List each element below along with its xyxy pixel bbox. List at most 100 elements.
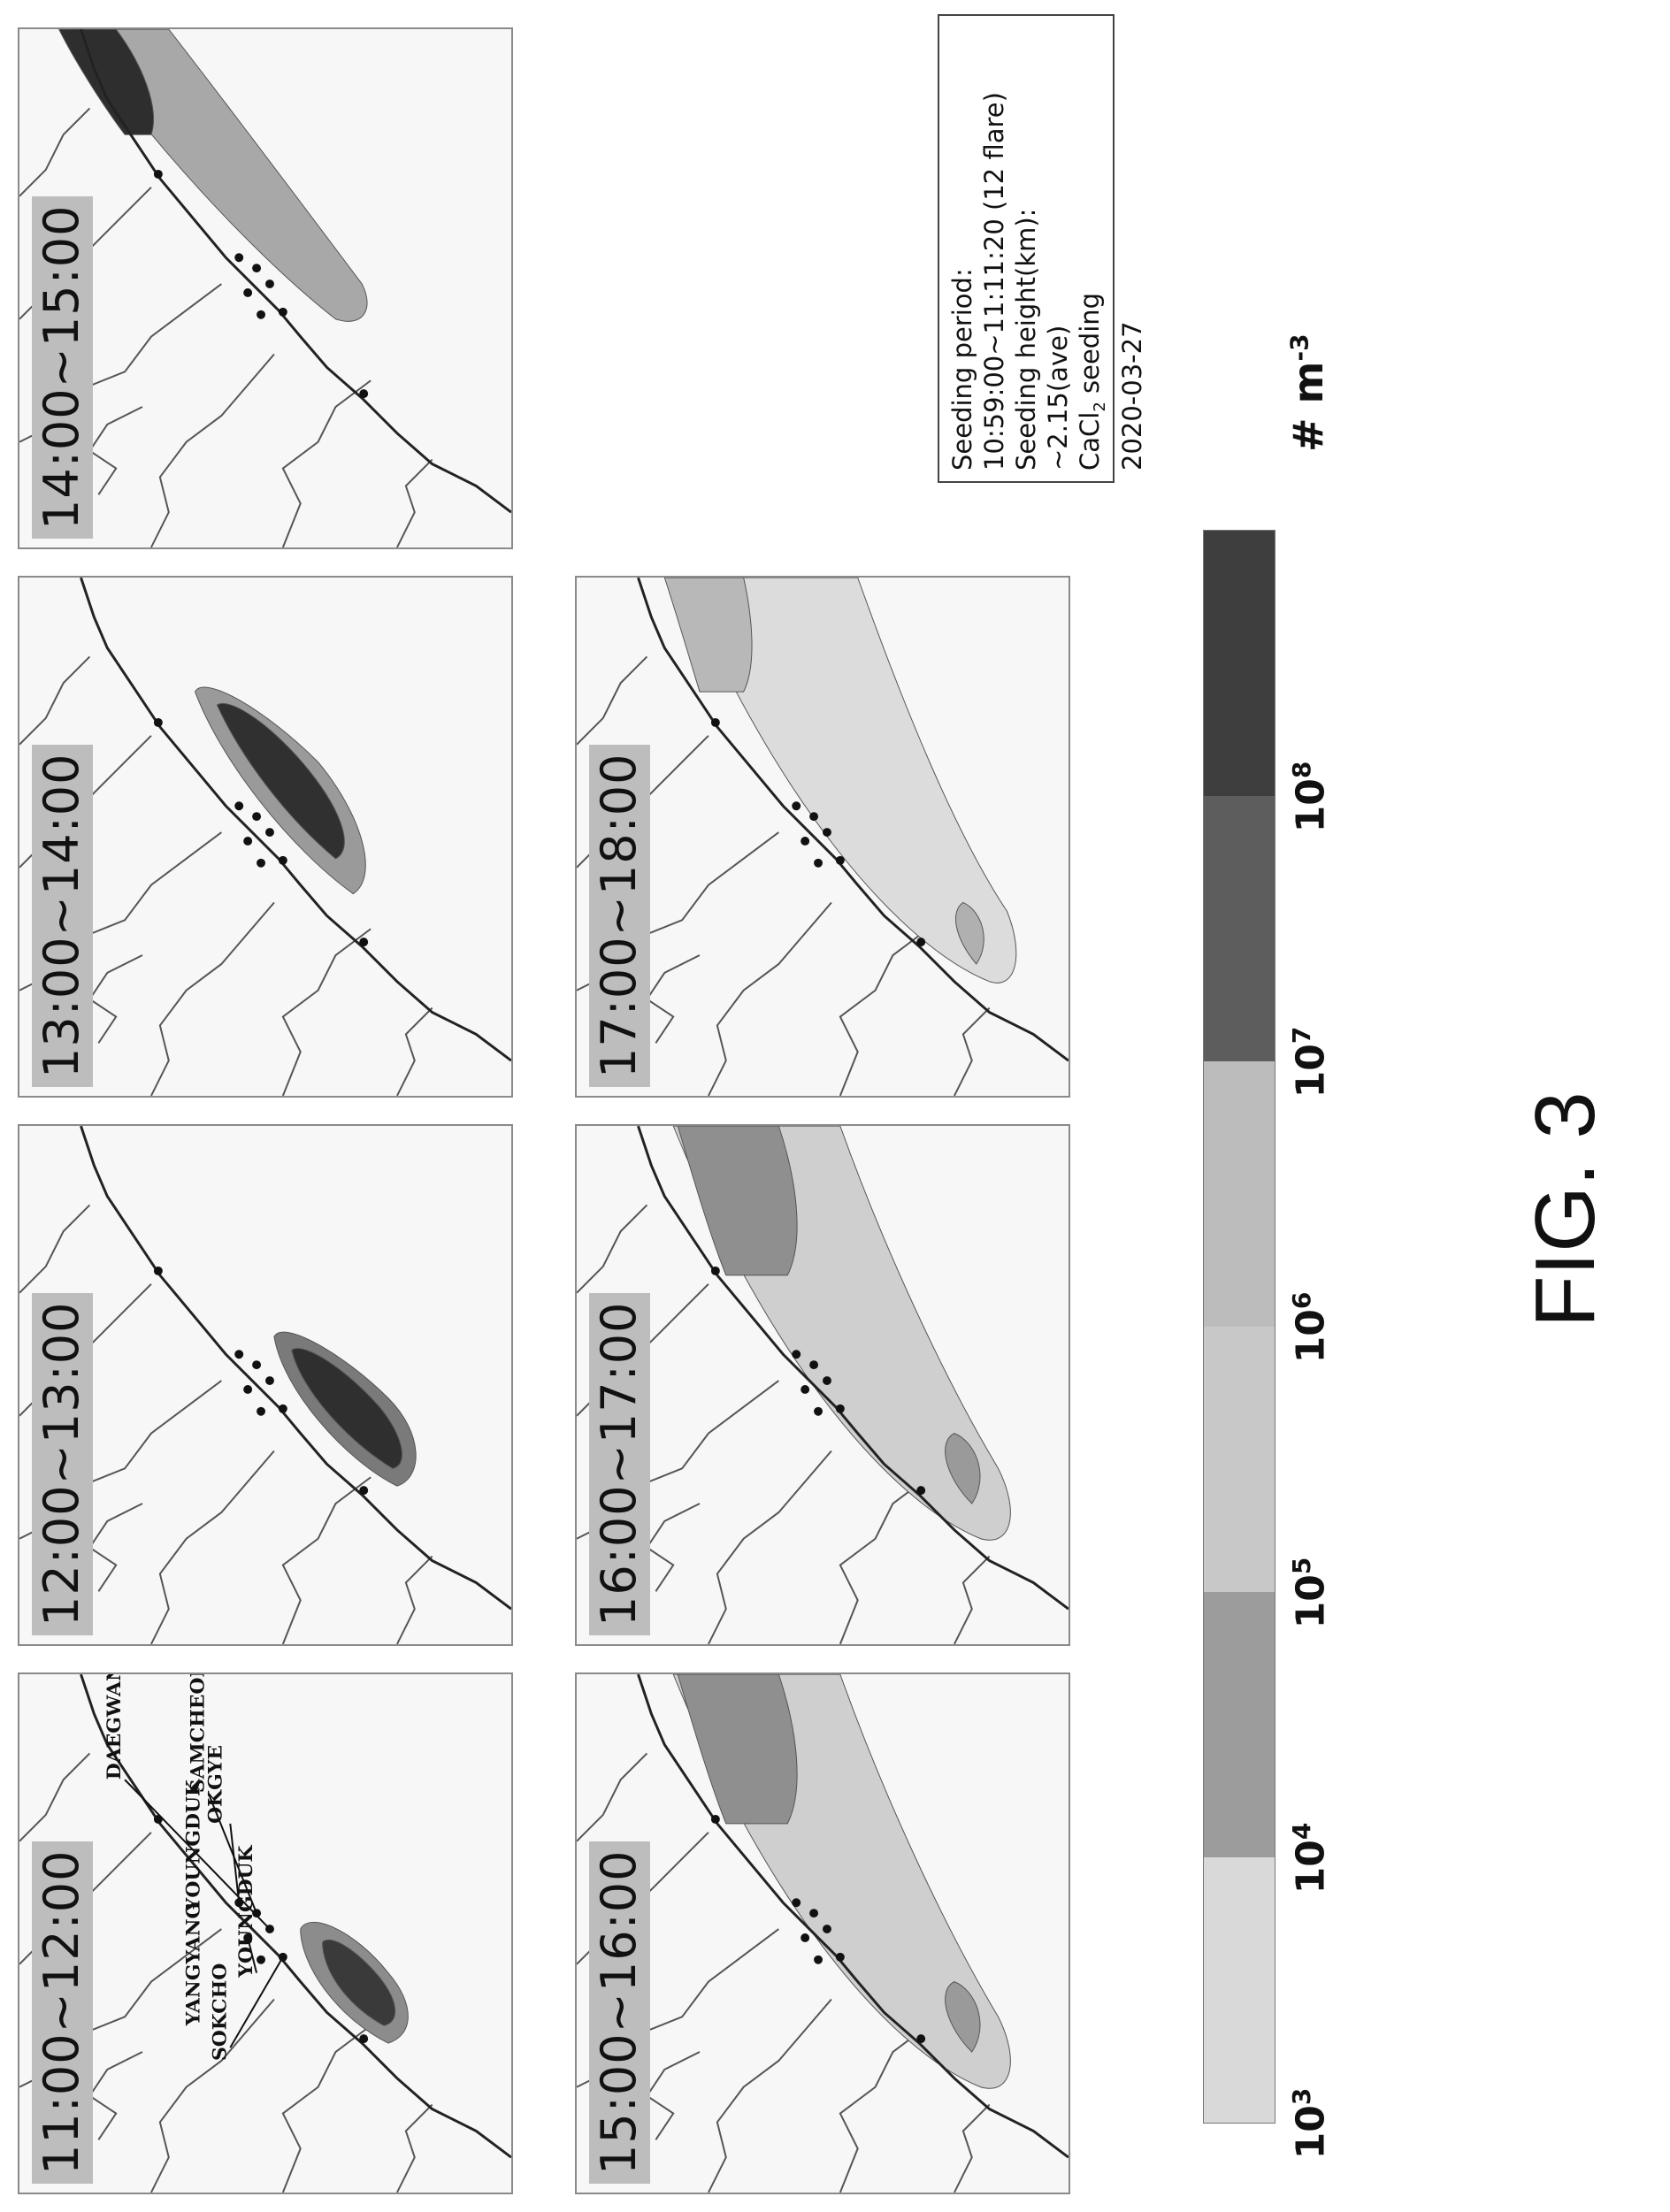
- plume-contour: [216, 703, 345, 860]
- map-svg: [577, 1674, 1069, 2193]
- panel-time-label: 17:00~18:00: [589, 744, 650, 1087]
- province-border: [396, 1555, 433, 1644]
- province-border: [150, 901, 275, 1096]
- province-border: [954, 1555, 991, 1644]
- chem-subscript: 2: [1090, 402, 1109, 412]
- site-label-okgye: OKGYE: [203, 1745, 226, 1824]
- site-dot: [801, 837, 810, 846]
- site-dot: [153, 717, 163, 727]
- label-leader: [247, 1937, 258, 1973]
- province-border: [954, 1006, 991, 1096]
- site-dot: [257, 1406, 265, 1416]
- site-dot: [278, 307, 287, 317]
- map-panel-1600-1700: 16:00~17:00: [575, 1124, 1070, 1646]
- province-border: [150, 1998, 275, 2193]
- label-leader: [124, 1779, 271, 1930]
- province-border: [708, 1998, 832, 2193]
- colorbar-tick: 106: [1287, 1291, 1334, 1364]
- site-dot: [234, 253, 244, 263]
- site-dot: [916, 938, 926, 947]
- site-dot: [801, 1385, 810, 1394]
- colorbar-segment: [1204, 1592, 1275, 1857]
- province-border: [839, 1476, 929, 1644]
- province-border: [839, 2024, 929, 2193]
- site-dot: [265, 1376, 274, 1385]
- site-dot: [809, 812, 819, 822]
- province-border: [954, 2103, 991, 2193]
- colorbar-tick: 108: [1287, 761, 1334, 833]
- chem-prefix: CaCl: [1075, 411, 1105, 471]
- map-layer: [577, 1126, 1069, 1644]
- colorbar-ticks: 103 104 105 106 107 108: [1287, 532, 1349, 2160]
- province-border: [19, 1204, 91, 1294]
- info-line: Seeding height(km):: [1011, 208, 1041, 471]
- info-line: 2020-03-27: [1116, 321, 1147, 471]
- province-border: [88, 1503, 143, 1592]
- site-dot: [278, 1404, 287, 1413]
- site-dot: [823, 1376, 831, 1385]
- site-dot: [278, 855, 287, 865]
- map-panel-1100-1200: SOKCHO YANGYANG YOUNGDUK YOUNGDUK OKGYE SAMCH…: [18, 1672, 513, 2194]
- site-label-youngduk: YOUNGDUK: [234, 1844, 257, 1978]
- site-dot: [265, 828, 274, 837]
- map-panel-1700-1800: 17:00~18:00: [575, 576, 1070, 1098]
- site-dot: [710, 1266, 720, 1275]
- province-border: [646, 954, 701, 1044]
- site-dot: [359, 1486, 369, 1496]
- panel-time-label: 14:00~15:00: [32, 195, 93, 539]
- site-dot: [252, 1360, 262, 1370]
- plume-contour: [955, 901, 984, 965]
- province-border: [839, 928, 929, 1096]
- plume-contour: [322, 1939, 396, 2026]
- site-dot: [814, 1406, 823, 1416]
- colorbar-segment: [1204, 1061, 1275, 1327]
- province-border: [19, 1752, 91, 1842]
- map-layer: [19, 1126, 511, 1644]
- site-dot: [916, 2034, 926, 2044]
- colorbar-tick: 107: [1287, 1026, 1334, 1098]
- site-dot: [792, 801, 801, 811]
- site-label-yangyang: YANGYANG: [182, 1902, 205, 2026]
- province-border: [396, 458, 433, 547]
- figure-caption: FIG. 3: [1518, 1091, 1613, 1328]
- province-border: [88, 2051, 143, 2140]
- panel-time-label: 15:00~16:00: [589, 1841, 650, 2184]
- province-border: [19, 107, 91, 197]
- map-layer: [577, 1674, 1069, 2193]
- site-dot: [814, 1955, 823, 1964]
- site-dot: [809, 1360, 819, 1370]
- map-panel-1400-1500: 14:00~15:00: [18, 27, 513, 549]
- colorbar-tick: 105: [1287, 1557, 1334, 1629]
- site-dot: [257, 858, 265, 868]
- province-border: [708, 1450, 832, 1644]
- site-dot: [823, 1925, 831, 1934]
- site-dot: [835, 855, 845, 865]
- label-leader: [229, 1956, 284, 2048]
- site-dot: [257, 1955, 265, 1964]
- coastline: [80, 1126, 511, 1611]
- info-line: ~2.15(ave): [1043, 325, 1073, 471]
- province-border: [281, 2024, 372, 2193]
- coastline: [637, 1674, 1069, 2159]
- site-dot: [792, 1350, 801, 1359]
- map-svg: [19, 578, 511, 1096]
- coastline: [637, 1126, 1069, 1611]
- coastline: [80, 29, 511, 514]
- panel-time-label: 12:00~13:00: [32, 1292, 93, 1635]
- panel-time-label: 13:00~14:00: [32, 744, 93, 1087]
- site-dot: [809, 1909, 819, 1918]
- site-dot: [243, 837, 253, 846]
- site-dot: [153, 1266, 163, 1275]
- site-dot: [243, 1385, 253, 1394]
- plume-contour: [663, 578, 753, 693]
- plume-contour: [291, 1348, 402, 1469]
- site-dot: [710, 1814, 720, 1824]
- map-layer: [19, 29, 511, 547]
- site-dot: [814, 858, 823, 868]
- info-line: 10:59:00~11:11:20 (12 flare): [979, 92, 1009, 471]
- colorbar: [1203, 530, 1275, 2124]
- map-svg: [19, 29, 511, 547]
- panel-time-label: 16:00~17:00: [589, 1292, 650, 1635]
